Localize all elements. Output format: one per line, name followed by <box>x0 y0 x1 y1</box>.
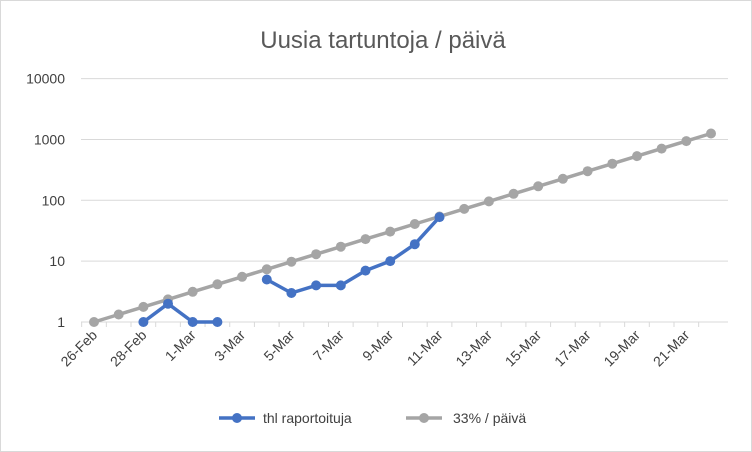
data-point <box>286 256 297 267</box>
data-point <box>286 288 297 298</box>
legend: thl raportoituja 33% / päivä <box>219 410 526 426</box>
series-33-p-iv- <box>89 128 716 327</box>
data-point <box>385 226 396 237</box>
x-tick-label: 11-Mar <box>404 327 446 369</box>
legend-marker <box>232 413 242 423</box>
data-point <box>261 274 272 285</box>
legend-label: thl raportoituja <box>263 410 352 426</box>
x-tick-label: 26-Feb <box>57 327 100 370</box>
series-line <box>141 301 220 324</box>
x-tick-label: 9-Mar <box>359 327 396 364</box>
series-thl-raportoituja <box>138 212 445 327</box>
x-tick-labels: 26-Feb 28-Feb 1-Mar 3-Mar 5-Mar 7-Mar 9-Mar 11-… <box>57 327 692 370</box>
gridlines <box>81 78 728 262</box>
x-tick-label: 5-Mar <box>260 327 297 364</box>
data-point <box>163 298 173 309</box>
data-point <box>360 265 371 276</box>
data-point <box>311 249 322 260</box>
data-point <box>706 128 716 139</box>
data-point <box>483 196 494 207</box>
x-tick-label: 7-Mar <box>310 327 347 364</box>
y-tick-label: 10000 <box>26 71 65 87</box>
x-tick-label: 19-Mar <box>600 327 643 370</box>
data-point <box>409 219 420 229</box>
data-point <box>138 301 149 312</box>
plot-series <box>89 128 716 327</box>
data-point <box>632 151 642 162</box>
data-point <box>409 239 420 250</box>
data-point <box>360 234 371 245</box>
x-tick-label: 1-Mar <box>162 327 199 364</box>
y-tick-label: 1 <box>57 314 65 330</box>
x-tick-label: 3-Mar <box>211 327 248 364</box>
y-tick-label: 100 <box>42 192 66 208</box>
data-point <box>459 203 470 214</box>
data-point <box>557 173 568 184</box>
data-point <box>582 166 593 177</box>
y-tick-label: 1000 <box>34 131 65 147</box>
legend-marker <box>419 413 429 423</box>
data-point <box>89 317 99 327</box>
x-tick-label: 21-Mar <box>650 327 693 370</box>
data-point <box>138 317 149 327</box>
data-point <box>434 212 445 223</box>
data-point <box>187 286 198 297</box>
y-axis: 1 10 100 1000 10000 <box>26 71 65 330</box>
data-point <box>261 264 272 275</box>
data-point <box>508 188 519 199</box>
legend-label: 33% / päivä <box>453 410 526 426</box>
data-point <box>237 271 248 282</box>
data-point <box>335 241 346 252</box>
data-point <box>113 309 124 320</box>
chart-title: Uusia tartuntoja / päivä <box>260 27 506 54</box>
data-point <box>335 280 346 291</box>
data-point <box>656 143 667 154</box>
data-point <box>385 256 396 267</box>
data-point <box>212 279 223 290</box>
data-point <box>681 136 692 147</box>
data-point <box>533 181 544 192</box>
x-tick-label: 17-Mar <box>551 327 594 370</box>
x-tick-label: 28-Feb <box>107 327 150 370</box>
data-point <box>607 158 618 169</box>
data-point <box>187 317 198 327</box>
data-point <box>311 280 322 291</box>
x-tick-label: 15-Mar <box>502 327 545 370</box>
y-tick-label: 10 <box>49 253 65 269</box>
x-tick-label: 13-Mar <box>452 327 495 370</box>
data-point <box>212 317 223 327</box>
series-line <box>92 131 713 324</box>
